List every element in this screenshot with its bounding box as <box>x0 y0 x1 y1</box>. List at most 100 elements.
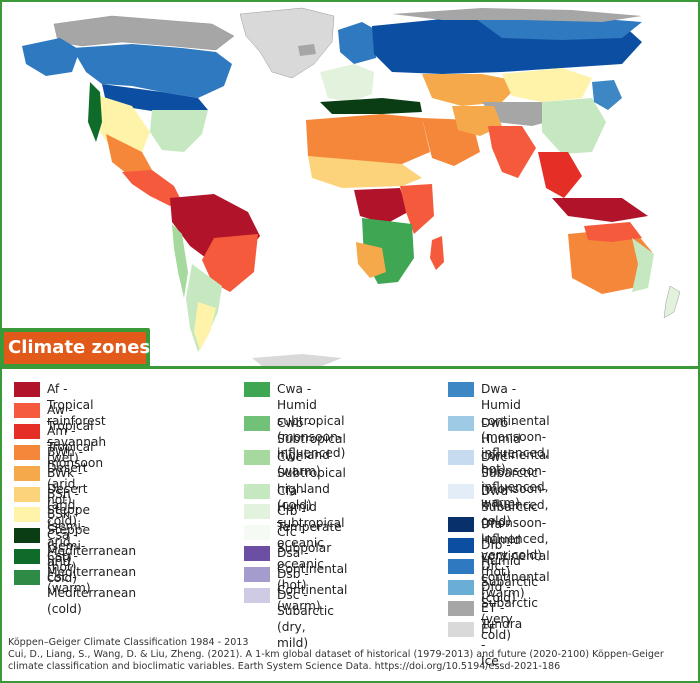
legend-item-cfa: Cfa - Humid subtropical <box>244 483 344 531</box>
legend-label-cwc: Cwc - Subtropical highland (cold) <box>277 449 346 512</box>
legend-item-bwh: BWh - Desert (arid, hot) <box>14 444 88 508</box>
legend-item-dfc: Dfc - Subarctic (cold) <box>448 558 538 606</box>
legend-swatch-dwb <box>448 415 474 431</box>
legend-label-af: Af - Tropical rainforest <box>47 382 106 428</box>
patagonia-region <box>194 302 216 350</box>
new-zealand-region <box>663 285 681 319</box>
legend-label-dwb: Dwb - Humid continental (monsoon-influen… <box>481 415 550 510</box>
world-map <box>2 2 698 366</box>
legend-swatch-cfb <box>244 504 270 520</box>
brazil-savannah-region <box>202 234 258 292</box>
us-westcoast-region <box>88 82 102 142</box>
mongolia-region <box>502 68 592 102</box>
legend-label-dsb: Dsb - Continental (warm) <box>277 567 348 614</box>
mediterranean-region <box>320 98 422 114</box>
legend-swatch-dwa <box>448 382 474 397</box>
legend-swatch-dsa <box>244 546 270 562</box>
central-asia-region <box>422 74 522 106</box>
legend-label-csc: Csc - Mediterranean (cold) <box>47 570 137 617</box>
map-title: Climate zones <box>4 332 150 364</box>
legend-swatch-cwa <box>244 382 270 397</box>
india-region <box>488 126 536 178</box>
legend-label-ef: EF - Ice <box>481 621 499 668</box>
east-africa-region <box>400 184 434 234</box>
europe-west-region <box>320 64 374 102</box>
canada-boreal-region <box>72 44 232 98</box>
legend-label-dsc: Dsc - Subarctic (dry, mild) <box>277 588 334 651</box>
legend-item-ef: EF - Ice <box>448 621 499 669</box>
legend-swatch-dsb <box>244 567 270 583</box>
legend-swatch-dwc <box>448 449 474 465</box>
legend-item-dsb: Dsb - Continental (warm) <box>244 566 347 614</box>
legend-item-cfc: Cfc - Subpolar oceanic <box>244 524 331 572</box>
legend-swatch-aw <box>14 402 40 418</box>
legend-label-dfd: Dfd - Subarctic (very cold) <box>481 580 538 643</box>
legend-item-csa: Csa - Mediterranean (hot) <box>14 527 136 575</box>
legend-swatch-csb <box>14 549 40 565</box>
map-divider <box>2 366 698 369</box>
legend-swatch-csa <box>14 528 40 544</box>
legend-swatch-bsk <box>14 507 40 523</box>
legend-item-csc: Csc - Mediterranean (cold) <box>14 569 136 617</box>
legend-item-dsc: Dsc - Subarctic (dry, mild) <box>244 587 334 651</box>
legend-label-bwh: BWh - Desert (arid, hot) <box>47 444 88 507</box>
credits-line-2: Cui, D., Liang, S., Wang, D. & Liu, Zhen… <box>8 649 664 672</box>
indonesia-region <box>552 198 648 222</box>
legend-label-dfa: Dfa - Humid continental (hot) <box>481 517 550 580</box>
legend-label-dfc: Dfc - Subarctic (cold) <box>481 559 538 606</box>
legend-swatch-csc <box>14 570 40 586</box>
legend-label-bsk: BSk - Steppe (semi-arid, cold) <box>47 507 90 586</box>
legend-item-dfb: Dfb - Humid continental (warm) <box>448 537 550 601</box>
sahara-region <box>306 114 430 168</box>
legend-swatch-dwd <box>448 483 474 499</box>
world-map-canvas <box>22 7 681 366</box>
legend-item-dsa: Dsa - Continental (hot) <box>244 545 347 593</box>
legend-item-dfa: Dfa - Humid continental (hot) <box>448 516 550 580</box>
legend-item-dfd: Dfd - Subarctic (very cold) <box>448 579 538 643</box>
legend-label-cwb: Cwb - Subtropical highland (warm) <box>277 415 346 478</box>
legend-swatch-af <box>14 382 40 397</box>
credits: Köppen–Geiger Climate Classification 198… <box>8 637 692 673</box>
legend-item-bwk: BWk - Desert (arid, cold) <box>14 465 88 529</box>
legend-item-bsh: BSh - Steppe (semi-arid, hot) <box>14 486 90 566</box>
korea-japan-region <box>592 80 622 110</box>
legend-item-aw: Aw - Tropical savannah (wet) <box>14 402 106 466</box>
legend-swatch-bsh <box>14 486 40 502</box>
legend-label-bwk: BWk - Desert (arid, cold) <box>47 465 88 528</box>
china-east-region <box>542 98 606 154</box>
legend-label-bsh: BSh - Steppe (semi-arid, hot) <box>47 486 90 565</box>
legend-label-et: ET - Tundra <box>481 601 523 632</box>
legend-label-dwa: Dwa - Humid continental (monsoon-influen… <box>481 382 550 476</box>
legend-label-dwd: Dwd - Subarctic (monsoon-influenced, ver… <box>481 483 549 562</box>
legend-swatch-ef <box>448 621 474 637</box>
legend-swatch-cwc <box>244 449 270 465</box>
canada-tundra-region <box>53 15 235 51</box>
legend-swatch-cfc <box>244 525 270 541</box>
title-box: Climate zones <box>0 328 150 366</box>
legend-label-dwc: Dwc - Subarctic (monsoon-influenced, col… <box>481 449 549 528</box>
alaska-region <box>22 38 80 76</box>
legend-item-am: Am - Tropical monsoon <box>14 423 103 471</box>
kalahari-region <box>356 242 386 278</box>
legend-item-cwa: Cwa - Humid subtropical (monsoon-influen… <box>244 381 345 461</box>
legend-item-dwd: Dwd - Subarctic (monsoon-influenced, ver… <box>448 483 549 563</box>
legend-label-cfc: Cfc - Subpolar oceanic <box>277 525 332 572</box>
legend-label-dsa: Dsa - Continental (hot) <box>277 546 348 593</box>
iceland-region <box>298 44 316 56</box>
legend-item-cwc: Cwc - Subtropical highland (cold) <box>244 449 346 513</box>
legend-item-et: ET - Tundra <box>448 600 522 632</box>
legend-item-dwa: Dwa - Humid continental (monsoon-influen… <box>448 381 550 477</box>
australia-north-region <box>584 222 642 242</box>
us-east-region <box>150 110 208 152</box>
legend-item-cwb: Cwb - Subtropical highland (warm) <box>244 415 346 479</box>
legend-item-cfb: Cfb - Temperate oceanic <box>244 503 342 551</box>
legend-label-aw: Aw - Tropical savannah (wet) <box>47 402 107 465</box>
legend-item-dwc: Dwc - Subarctic (monsoon-influenced, col… <box>448 449 549 529</box>
congo-region <box>354 188 408 224</box>
legend-item-csb: Csb - Mediterranean (warm) <box>14 548 136 596</box>
legend-swatch-am <box>14 423 40 439</box>
legend-swatch-bwh <box>14 444 40 460</box>
legend-item-dwb: Dwb - Humid continental (monsoon-influen… <box>448 415 550 511</box>
australia-desert-region <box>568 228 652 294</box>
madagascar-region <box>430 236 444 270</box>
